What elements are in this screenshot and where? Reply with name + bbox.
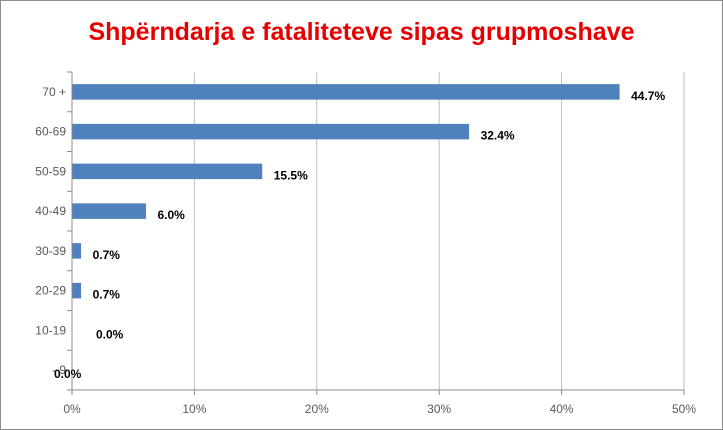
data-label: 0.0% [96, 327, 124, 341]
y-tick-label: 10-19 [35, 323, 66, 337]
y-tick-label: 70 + [42, 85, 66, 99]
data-label: 15.5% [274, 168, 308, 182]
x-tick-label: 40% [550, 402, 574, 416]
x-tick-label: 50% [672, 402, 696, 416]
y-tick-label: 20-29 [35, 284, 66, 298]
y-tick-label: 60-69 [35, 125, 66, 139]
y-tick-label: 30-39 [35, 244, 66, 258]
bar [72, 163, 263, 180]
bar [72, 84, 620, 100]
data-label: 0.0% [54, 367, 82, 381]
data-label: 44.7% [631, 89, 665, 103]
x-tick-label: 10% [182, 402, 206, 416]
x-tick-label: 20% [305, 402, 329, 416]
bar [72, 203, 146, 219]
x-tick-label: 0% [63, 402, 81, 416]
y-tick-label: 50-59 [35, 164, 66, 178]
bar [72, 243, 82, 259]
y-tick-label: 40-49 [35, 204, 66, 218]
chart-title: Shpërndarja e fataliteteve sipas grupmos… [88, 18, 635, 46]
bar [72, 282, 82, 299]
x-tick-label: 30% [427, 402, 451, 416]
data-label: 0.7% [93, 288, 121, 302]
data-label: 0.7% [93, 248, 121, 262]
data-label: 32.4% [481, 129, 515, 143]
bar [72, 123, 470, 140]
y-tick-label: - 9 [52, 363, 66, 377]
data-label: 6.0% [157, 208, 185, 222]
